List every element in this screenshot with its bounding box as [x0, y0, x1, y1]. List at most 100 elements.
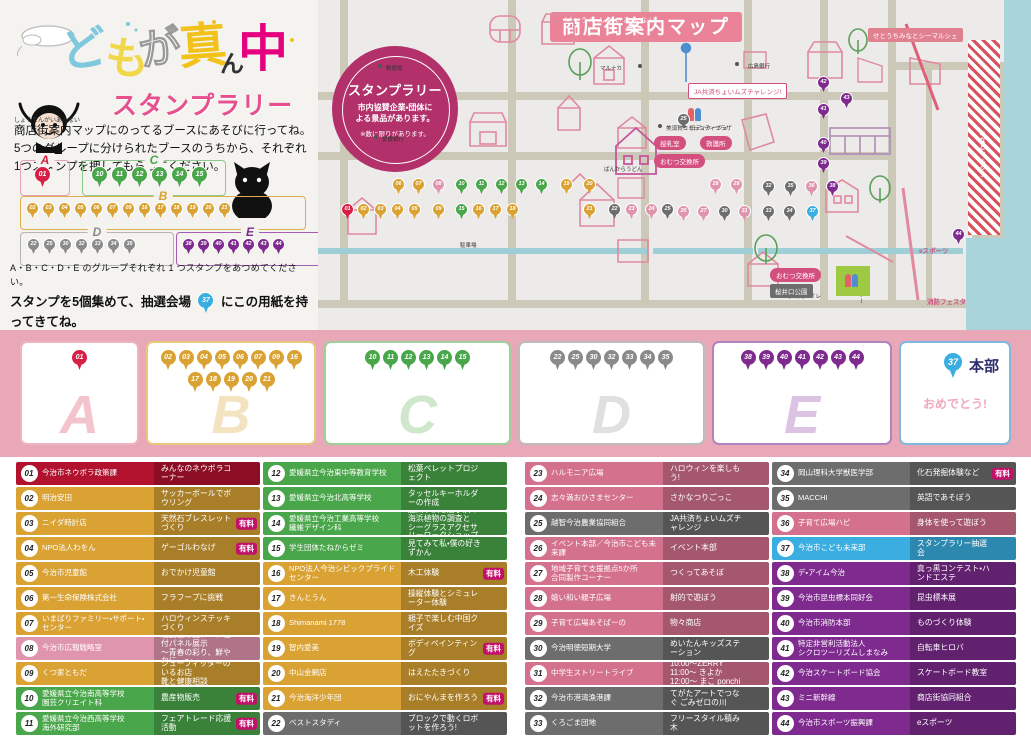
pin-number: 03	[45, 204, 52, 211]
table-row[interactable]: 03 ニイダ時計店 天然石ブレスレットづくり 有料	[16, 512, 260, 535]
pin-number: 44	[955, 230, 962, 237]
stamp-pin: 38	[826, 180, 839, 196]
stamp-pin: 02	[26, 202, 39, 218]
row-number: 08	[16, 637, 42, 660]
table-row[interactable]: 38 デ・アイム今治 真っ黒コンテスト・ハンドエステ	[772, 562, 1016, 585]
group-box-c: C 10 11 12 13 14 15	[82, 153, 226, 196]
stamp-card-e[interactable]: 38 39 40 41 42 43 44 E	[712, 341, 892, 445]
table-row[interactable]: 31 中学生ストリートライブ 10:00〜ZERRY 11:00〜 きよか 12:0…	[525, 662, 769, 685]
table-row[interactable]: 01 今治市ネウボラ政策課 みんなのネウボラコーナー	[16, 462, 260, 485]
pin-number: 05	[411, 205, 418, 212]
stamp-card-hq[interactable]: 37 本部 おめでとう!	[899, 341, 1011, 445]
map-vlabel-marche: みなとマルシェ	[978, 130, 984, 179]
stamp-pin: 05	[213, 349, 231, 370]
row-number: 21	[263, 687, 289, 710]
stamp-card-a[interactable]: 01 A	[20, 341, 139, 445]
pin-number: 22	[611, 205, 618, 212]
row-organization: 今治市港湾漁港課	[551, 687, 663, 710]
table-row[interactable]: 12 愛媛県立今治東中等教育学校 松葉ペレットプロジェクト	[263, 462, 507, 485]
row-organization: 今治市消防本部	[798, 612, 910, 635]
table-row[interactable]: 11 愛媛県立今治西高等学校 海外研究部 フェアトレード応援活動 有料	[16, 712, 260, 735]
table-row[interactable]: 05 今治市児童館 おでかけ児童館	[16, 562, 260, 585]
table-row[interactable]: 27 地域子育て支援拠点5か所 合同製作コーナー つくってあそぼ	[525, 562, 769, 585]
stamp-card-b[interactable]: 02 03 04 05 06 07 09 16 17 18 19 20 21 B	[146, 341, 316, 445]
table-row[interactable]: 37 今治市こども未来部 スタンプラリー抽選会	[772, 537, 1016, 560]
table-row[interactable]: 25 越智今治農業協同組合 JA共済ちょいムズチャレンジ	[525, 512, 769, 535]
map-label: 旧ディケージュ	[690, 126, 728, 132]
row-number: 24	[525, 487, 551, 510]
stamp-pin: 34	[639, 349, 656, 370]
row-organization: ニイダ時計店	[42, 512, 154, 535]
row-activity: フラフープに挑戦	[154, 587, 260, 610]
stamp-card-c[interactable]: 10 11 12 13 14 15 C	[324, 341, 511, 445]
row-number-text: 15	[271, 543, 281, 553]
intro-ruby: しょうてんがいあんない	[14, 118, 81, 124]
table-row[interactable]: 41 特定非営利活動法人 シクロツーリズムしまなみ 自転車ヒロバ	[772, 637, 1016, 660]
row-activity: 真っ黒コンテスト・ハンドエステ	[910, 562, 1016, 585]
table-row[interactable]: 17 きんとうん 操縦体験とシミュレーター体験	[263, 587, 507, 610]
table-row[interactable]: 30 今治明徳短期大学 めいたんキッズステーション	[525, 637, 769, 660]
table-row[interactable]: 33 くろごま団地 フリースタイル積み木	[525, 712, 769, 735]
table-row[interactable]: 43 ミニ新幹線 商店街協同組合	[772, 687, 1016, 710]
stamp-pin: 22	[608, 203, 621, 219]
row-activity: おでかけ児童館	[154, 562, 260, 585]
stamp-pin: 32	[75, 238, 88, 254]
row-number: 29	[525, 612, 551, 635]
table-row[interactable]: 42 今治スケートボード協会 スケートボード教室	[772, 662, 1016, 685]
row-number-text: 34	[780, 468, 790, 478]
table-row[interactable]: 28 嬉い和い親子広場 射的で遊ぼう	[525, 587, 769, 610]
booth-list-table: 01 今治市ネウボラ政策課 みんなのネウボラコーナー 02 明治安田 サッカーボールでボウ…	[0, 457, 1031, 735]
pin-number: 35	[661, 354, 670, 361]
group-a-pins: 01	[34, 166, 51, 187]
table-row[interactable]: 35 MACCHI 英語であそぼう	[772, 487, 1016, 510]
row-organization: 智内愛美	[289, 637, 401, 660]
table-row[interactable]: 07 いまばりファミリー・サポート・センター ハロウィンステッキづくり	[16, 612, 260, 635]
stamp-pin: 15	[454, 349, 471, 370]
table-row[interactable]: 14 愛媛県立今治工業高等学校 繊維デザイン科鹿田ヶ浜と唐子浜の海浜植物の調査と …	[263, 512, 507, 535]
row-organization: 今治市広報戦略室	[42, 637, 154, 660]
table-row[interactable]: 24 志々満おひさまセンター さかなつりごっこ	[525, 487, 769, 510]
table-row[interactable]: 13 愛媛県立今治北高等学校 タッセルキーホルダーの作成	[263, 487, 507, 510]
table-row[interactable]: 10 愛媛県立今治南高等学校 園芸クリエイト科 農産物販売 有料	[16, 687, 260, 710]
shopping-street-map[interactable]: しょうてんがいあんない 商店街案内マップ スタンプラリー 市内協賛企業・団体に …	[318, 0, 1031, 330]
table-row[interactable]: 09 くつ家ともだ シューフィッターのいるお店 靴と健康相談	[16, 662, 260, 685]
restroom-icon	[688, 108, 701, 121]
pin-number: 19	[563, 180, 570, 187]
table-row[interactable]: 20 中山金網店 はえたたきづくり	[263, 662, 507, 685]
table-row[interactable]: 39 今治市昆虫標本同好会 昆虫標本展	[772, 587, 1016, 610]
table-row[interactable]: 23 ハルモニア広場 ハロウィンを楽しもう!	[525, 462, 769, 485]
table-row[interactable]: 16 NPO法人今治シビックプライドセンター 木工体験 有料	[263, 562, 507, 585]
table-row[interactable]: 06 第一生命保険株式会社 フラフープに挑戦	[16, 587, 260, 610]
table-row[interactable]: 44 今治市スポーツ振興課 eスポーツ	[772, 712, 1016, 735]
stamp-pin: 16	[472, 203, 485, 219]
table-row[interactable]: 21 今治海洋少年団 おにやんまを作ろう 有料	[263, 687, 507, 710]
row-activity: サッカーボールでボウリング	[154, 487, 260, 510]
row-number: 06	[16, 587, 42, 610]
card-a-stamps: 01	[22, 349, 137, 370]
pin-number: 02	[164, 354, 172, 361]
table-row[interactable]: 34 岡山理科大学獣医学部 化石発掘体験など 有料	[772, 462, 1016, 485]
pin-number: 05	[218, 354, 226, 361]
row-activity: 農産物販売 有料	[154, 687, 260, 710]
stamp-card-d[interactable]: 22 25 30 32 33 34 35 D	[518, 341, 705, 445]
table-row[interactable]: 29 子育て広場あそばーの 物々商店	[525, 612, 769, 635]
table-row[interactable]: 02 明治安田 サッカーボールでボウリング	[16, 487, 260, 510]
pin-number: 20	[245, 376, 253, 383]
row-number-text: 10	[24, 693, 34, 703]
table-row[interactable]: 18 Shimanami 1778 親子で楽しむ中国クイズ	[263, 612, 507, 635]
table-row[interactable]: 15 学生団体たねからゼミ 見てみて私・僕の好きずかん	[263, 537, 507, 560]
pin-number: 34	[643, 354, 652, 361]
row-activity: フリースタイル積み木	[663, 712, 769, 735]
table-row[interactable]: 19 智内愛美 ボディペインティング 有料	[263, 637, 507, 660]
table-row[interactable]: 04 NPO法人わをん ゲーゴルわなげ 有料	[16, 537, 260, 560]
pin-number: 27	[700, 207, 707, 214]
table-row[interactable]: 08 今治市広報戦略室運動会応援アーチ絵付パネル展示 〜青春の彩り、鮮やかに。〜	[16, 637, 260, 660]
row-number-text: 12	[271, 468, 281, 478]
table-row[interactable]: 40 今治市消防本部 ものづくり体験	[772, 612, 1016, 635]
table-row[interactable]: 22 ベストスタディ ブロックで動くロボットを作ろう!	[263, 712, 507, 735]
card-b-stamps: 02 03 04 05 06 07 09 16 17 18 19 20 21	[148, 349, 314, 392]
table-row[interactable]: 26 イベント本部／今治市こども未来課 イベント本部	[525, 537, 769, 560]
table-row[interactable]: 36 子育て広場ハピ 身体を使って遊ぼう	[772, 512, 1016, 535]
row-organization: ベストスタディ	[289, 712, 401, 735]
table-row[interactable]: 32 今治市港湾漁港課 てがたアートでつなぐ ごみゼロの川	[525, 687, 769, 710]
